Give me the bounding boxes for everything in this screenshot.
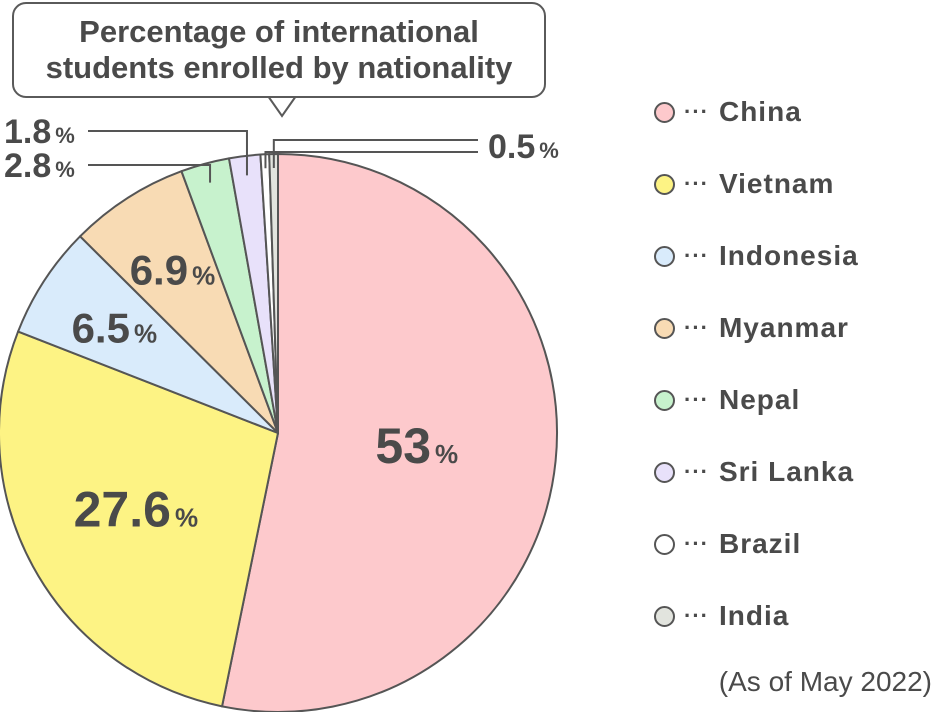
- legend-label: Myanmar: [718, 312, 849, 343]
- legend-label: China: [718, 96, 802, 127]
- legend-swatch-nepal: [654, 389, 675, 411]
- legend-dots: ···: [684, 243, 709, 268]
- legend-label: Indonesia: [718, 240, 859, 271]
- legend-dots: ···: [684, 459, 709, 484]
- legend-item-vietnam: ··· Vietnam: [654, 164, 834, 204]
- legend-item-india: ··· India: [654, 596, 789, 636]
- legend-label: Nepal: [718, 384, 801, 415]
- legend-swatch-indonesia: [654, 245, 675, 267]
- legend-swatch-myanmar: [654, 317, 675, 339]
- pie-slice-vietnam: [0, 330, 279, 708]
- data-label-sri-lanka: 1.8%: [4, 113, 75, 151]
- leader-line-sri-lanka: [88, 130, 248, 176]
- chart-title-line-1: Percentage of international: [79, 14, 479, 49]
- legend-label: India: [718, 600, 790, 631]
- legend-swatch-vietnam: [654, 173, 675, 195]
- legend-swatch-sri-lanka: [654, 461, 675, 483]
- pie-slice-china: [221, 153, 559, 712]
- data-label-china: 53%: [375, 418, 458, 474]
- leader-line-brazil: [264, 151, 478, 169]
- legend-item-sri-lanka: ··· Sri Lanka: [654, 452, 854, 492]
- data-label-myanmar: 6.9%: [130, 247, 216, 294]
- legend-label: Brazil: [718, 528, 802, 559]
- legend-label: Sri Lanka: [718, 456, 855, 487]
- chart-title-line-2: students enrolled by nationality: [45, 50, 513, 85]
- legend-item-china: ··· China: [654, 92, 802, 132]
- legend-swatch-india: [654, 605, 675, 627]
- data-label-indonesia: 6.5%: [72, 304, 158, 351]
- chart-title-box: Percentage of international students enr…: [12, 2, 546, 98]
- pie-slice-myanmar: [79, 170, 279, 434]
- legend-dots: ···: [684, 603, 709, 628]
- legend-item-nepal: ··· Nepal: [654, 380, 800, 420]
- legend-swatch-brazil: [654, 533, 675, 555]
- legend-swatch-china: [654, 101, 675, 123]
- legend-dots: ···: [684, 315, 709, 340]
- legend-item-indonesia: ··· Indonesia: [654, 236, 859, 276]
- as-of-date-note: (As of May 2022): [718, 666, 932, 697]
- pie-chart: 53 % 27.6 % 6.5 % 6.9 % 2.8 %1.8% 0.5%: [0, 95, 559, 712]
- legend-item-myanmar: ··· Myanmar: [654, 308, 849, 348]
- data-label-nepal: 2.8%: [4, 147, 75, 185]
- leader-line-india: [272, 139, 478, 168]
- leader-line-nepal: [88, 164, 212, 183]
- legend-dots: ···: [684, 387, 709, 412]
- pie-slice-indonesia: [17, 235, 279, 434]
- legend-dots: ···: [684, 99, 709, 124]
- data-label-vietnam: 27.6%: [74, 481, 198, 537]
- legend-label: Vietnam: [718, 168, 835, 199]
- title-callout-tail: [267, 95, 297, 118]
- legend-dots: ···: [684, 531, 709, 556]
- legend-item-brazil: ··· Brazil: [654, 524, 801, 564]
- legend-dots: ···: [684, 171, 709, 196]
- data-label-india: 0.5%: [488, 128, 559, 166]
